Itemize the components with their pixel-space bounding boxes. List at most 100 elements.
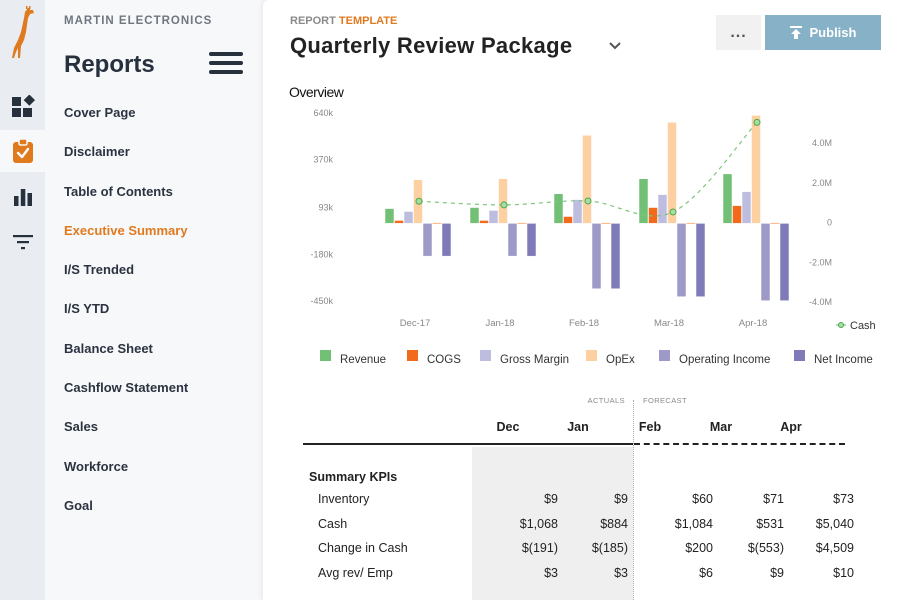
kpi-value: $(191) [521, 541, 558, 555]
report-title: Quarterly Review Package [290, 33, 573, 58]
hamburger-icon[interactable] [209, 52, 243, 76]
rail-analytics[interactable] [0, 176, 45, 218]
column-header-jan: Jan [567, 420, 589, 434]
bar-gross-margin [741, 191, 752, 224]
right-axis-tick: 0 [827, 218, 832, 228]
company-name: MARTIN ELECTRONICS [64, 15, 213, 27]
nav-item-cashflow-statement[interactable]: Cashflow Statement [64, 380, 189, 396]
kpi-value: $(185) [591, 541, 628, 555]
x-axis-tick: Jan-18 [485, 318, 514, 329]
kpi-value: $60 [692, 492, 713, 506]
kpi-table: ACTUALS FORECAST Dec Jan Feb Mar Apr Summary KP… [263, 390, 900, 600]
nav-item-balance-sheet[interactable]: Balance Sheet [64, 340, 153, 356]
left-axis-tick: 93k [318, 202, 333, 212]
publish-button[interactable]: Publish [765, 15, 881, 50]
bar-opex [582, 134, 592, 224]
column-header-feb: Feb [638, 420, 662, 434]
legend-swatch [320, 350, 331, 361]
bar-gross-margin [403, 211, 414, 224]
bar-revenue [469, 207, 480, 224]
overview-chart: 640k 370k 93k -180k -450k 4.0M 2.0M 0 -2.0M -4.0M… [310, 108, 876, 366]
rail-filter[interactable] [0, 220, 45, 262]
right-axis-tick: -2.0M [809, 257, 832, 267]
nav-item-goal[interactable]: Goal [64, 497, 93, 513]
bar-net-income [610, 223, 621, 290]
bar-zero-marker [432, 222, 442, 224]
bar-revenue [384, 208, 395, 224]
bar-net-income [779, 223, 790, 301]
kpi-value: $200 [685, 541, 713, 555]
bar-operating-income [422, 223, 433, 257]
row-label: Avg rev/ Emp [318, 565, 393, 580]
bar-operating-income [760, 223, 771, 301]
bar-chart-icon [13, 189, 32, 206]
rail-reports[interactable] [0, 130, 45, 172]
forecast-label: FORECAST [643, 396, 688, 405]
column-header-apr: Apr [780, 420, 802, 434]
bar-opex [751, 115, 761, 224]
kicker-accent: TEMPLATE [338, 15, 398, 27]
cash-legend-label: Cash [850, 320, 876, 332]
row-label: Cash [318, 516, 348, 531]
bar-gross-margin [488, 210, 499, 224]
report-kicker: REPORT TEMPLATE [290, 15, 397, 27]
kpi-value: $71 [763, 492, 784, 506]
kpi-value: $10 [833, 565, 854, 580]
nav-item-workforce[interactable]: Workforce [64, 458, 129, 474]
nav-item-is-trended[interactable]: I/S Trended [64, 262, 135, 278]
column-header-mar: Mar [709, 420, 733, 434]
section-heading: Summary KPIs [309, 470, 398, 484]
legend-label: OpEx [606, 354, 635, 366]
nav-item-table-of-contents[interactable]: Table of Contents [64, 183, 173, 199]
giraffe-logo-icon[interactable] [8, 6, 38, 60]
bar-zero-marker [601, 222, 611, 224]
kpi-value: $1,068 [519, 516, 558, 531]
nav-item-sales[interactable]: Sales [64, 419, 98, 435]
clipboard-check-icon [12, 138, 33, 163]
bar-operating-income [676, 223, 687, 297]
legend-label: Operating Income [679, 354, 770, 366]
legend-swatch [794, 350, 805, 361]
legend-label: COGS [427, 354, 461, 366]
header-rule-forecast [634, 443, 845, 445]
bar-cogs [394, 220, 404, 224]
bar-operating-income [507, 223, 518, 257]
bar-gross-margin [657, 194, 668, 224]
sidebar: MARTIN ELECTRONICS Reports Cover Page Di… [45, 0, 263, 600]
kpi-value: $5,040 [815, 516, 854, 531]
right-axis-tick: 2.0M [812, 178, 832, 188]
x-axis-tick: Mar-18 [654, 318, 684, 329]
cash-point [415, 197, 423, 205]
nav-item-cover-page[interactable]: Cover Page [64, 105, 136, 120]
cash-point [669, 208, 677, 216]
bar-net-income [526, 223, 537, 257]
rail-dashboard[interactable] [0, 86, 45, 128]
more-options-button[interactable]: ... [716, 15, 761, 50]
section-title: Overview [289, 84, 344, 100]
kpi-value: $3 [614, 565, 628, 580]
nav-item-executive-summary[interactable]: Executive Summary [64, 222, 188, 238]
legend-swatch [480, 350, 491, 361]
left-axis-tick: 370k [313, 155, 333, 165]
kpi-value: $6 [699, 565, 713, 580]
bar-zero-marker [686, 222, 696, 224]
dashboard-icon [11, 95, 35, 117]
filter-icon [12, 235, 33, 250]
right-axis-tick: -4.0M [809, 297, 832, 307]
bar-revenue [638, 178, 649, 224]
cash-point [500, 201, 508, 209]
cash-point [584, 197, 592, 205]
nav-item-is-ytd[interactable]: I/S YTD [64, 301, 110, 317]
x-axis-tick: Feb-18 [569, 318, 599, 329]
kpi-value: $9 [614, 492, 628, 506]
kpi-value: $9 [770, 565, 784, 580]
upload-icon [789, 26, 802, 39]
kpi-value: $9 [544, 492, 558, 506]
bar-net-income [695, 223, 706, 297]
legend-label: Revenue [340, 354, 386, 366]
chevron-down-icon[interactable] [608, 40, 622, 52]
cash-point [753, 118, 761, 126]
bar-zero-marker [517, 222, 527, 224]
column-header-dec: Dec [496, 420, 520, 434]
nav-item-disclaimer[interactable]: Disclaimer [64, 144, 130, 160]
